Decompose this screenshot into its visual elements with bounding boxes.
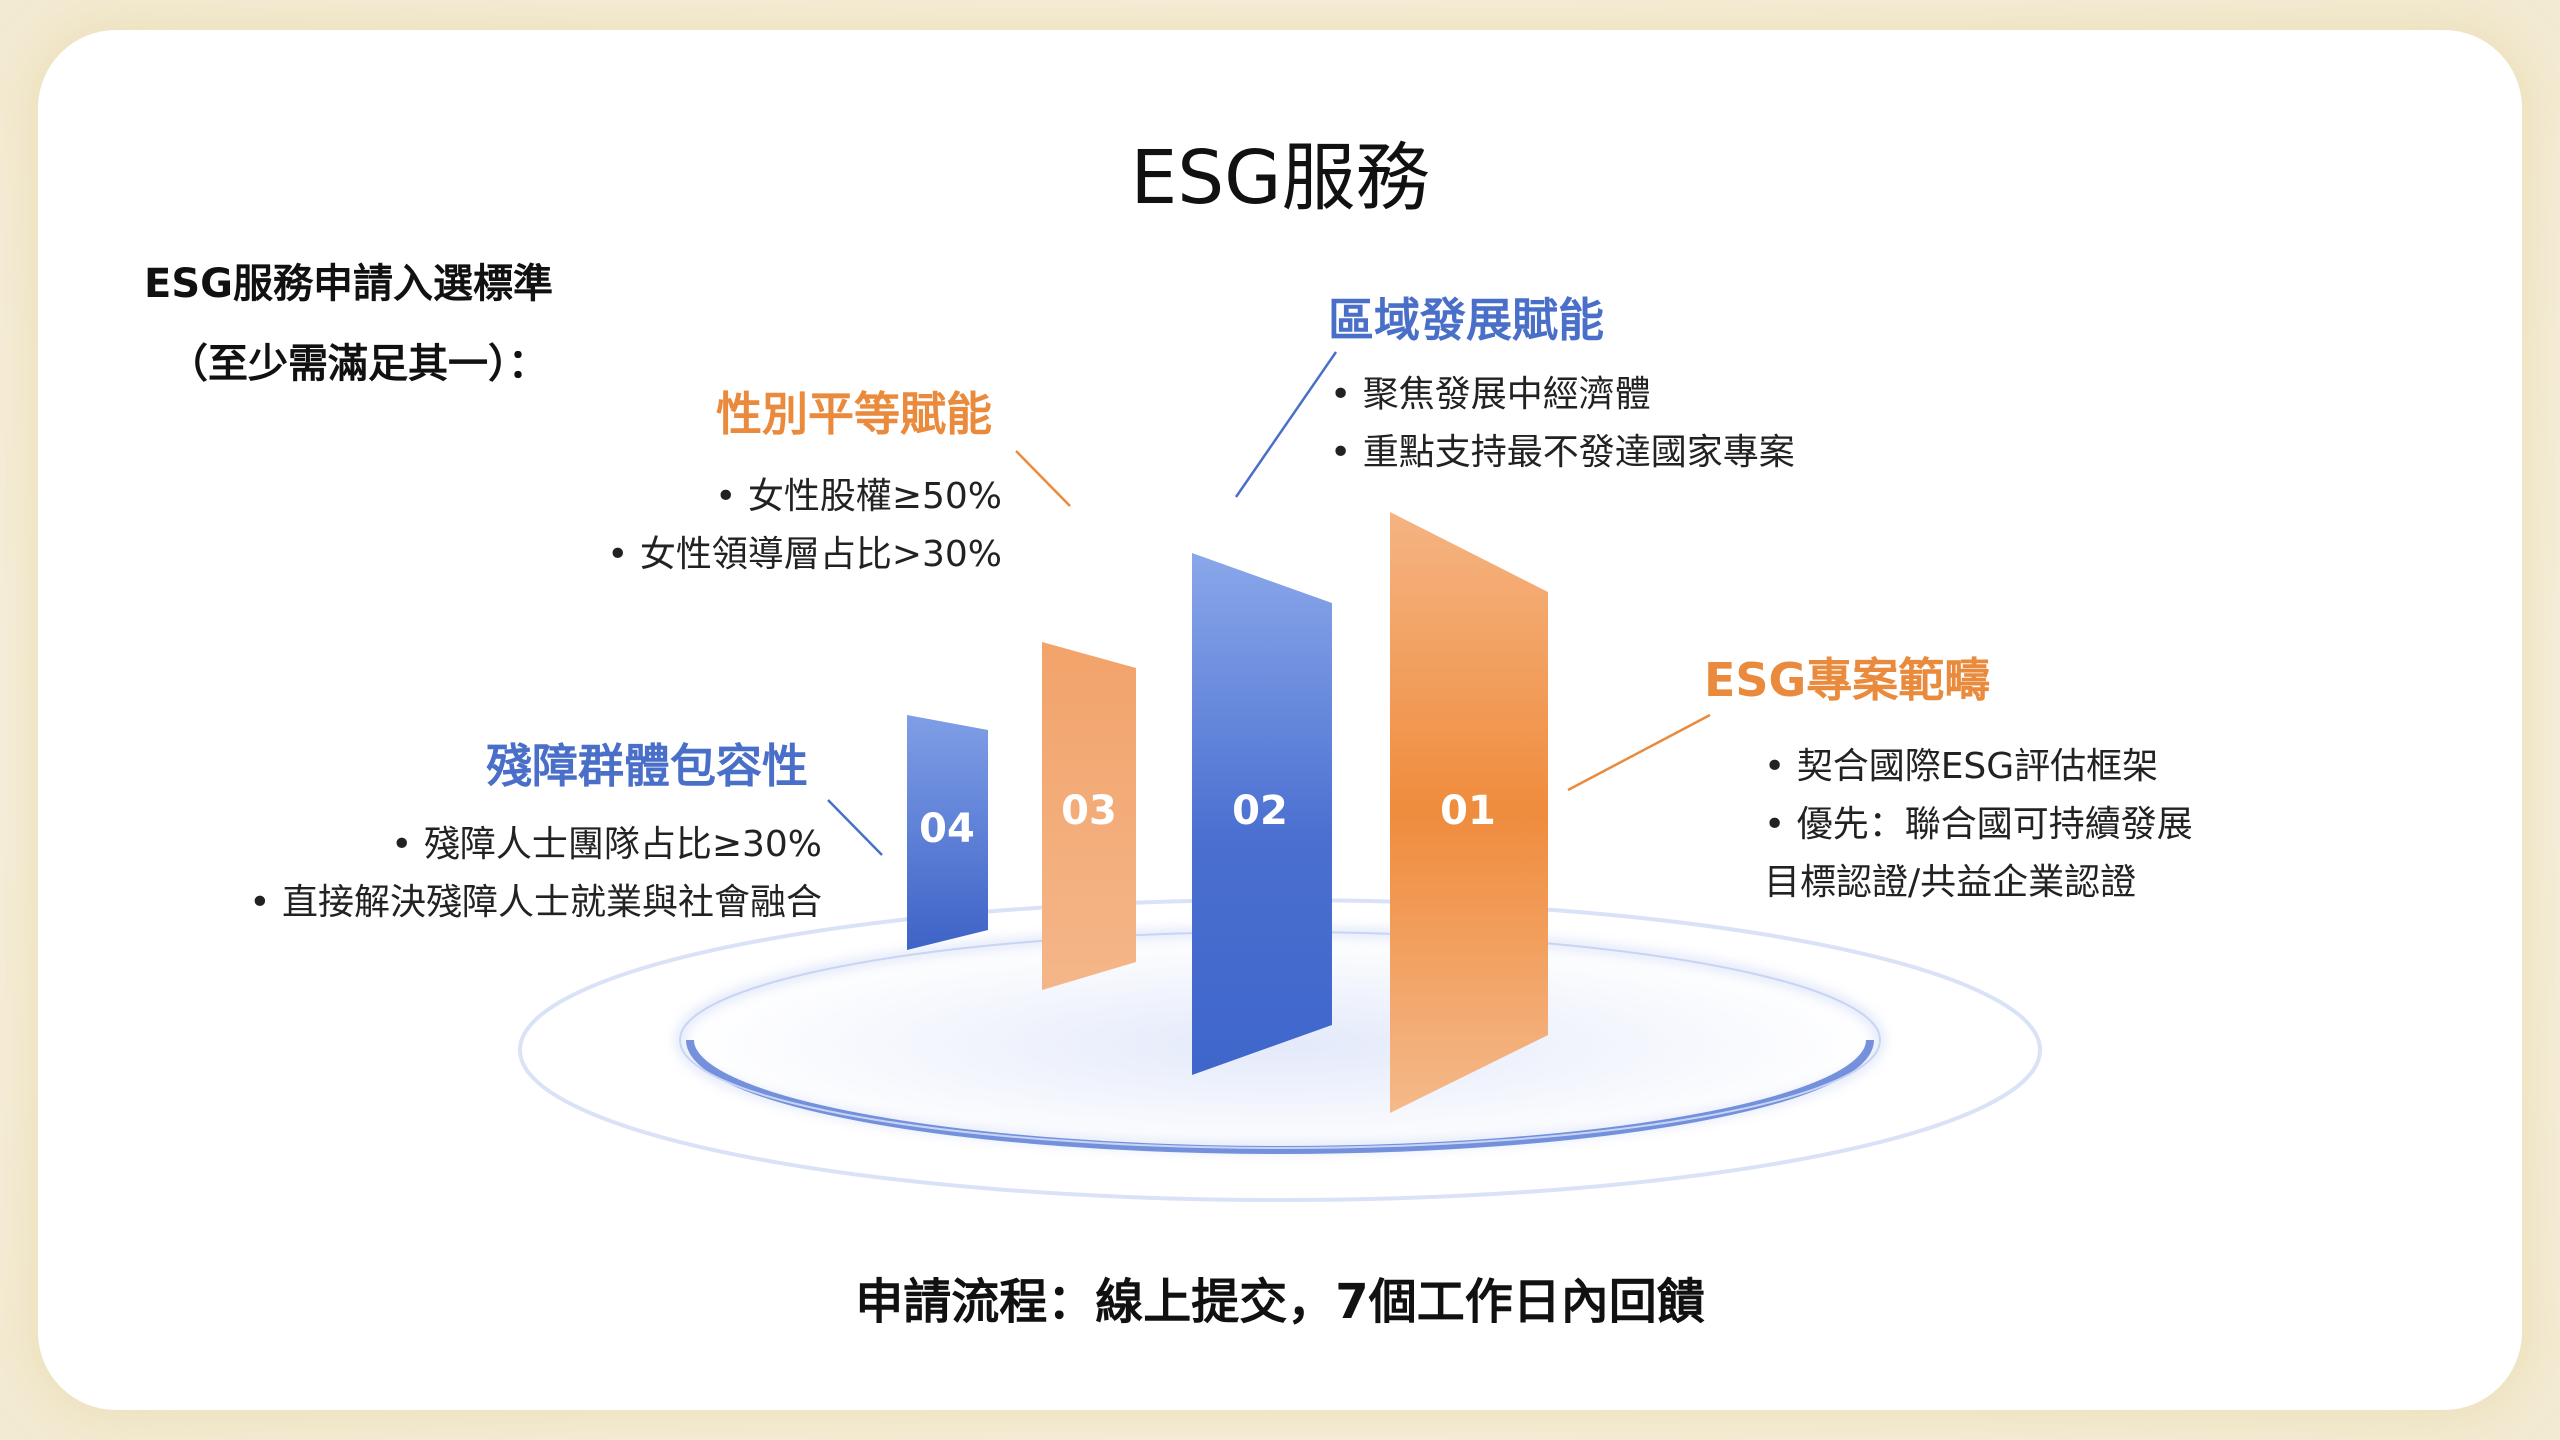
bullet-scope-2: 優先：聯合國可持續發展 xyxy=(1764,796,2193,854)
connector-gender xyxy=(520,449,1071,507)
section-bullets-region: 聚焦發展中經濟體 重點支持最不發達國家專案 xyxy=(1330,366,1795,482)
bar-label-03: 03 xyxy=(1061,788,1117,834)
connector-region xyxy=(1234,350,1830,498)
section-bullets-disability: 殘障人士團隊占比≥30% 直接解決殘障人士就業與社會融合 xyxy=(249,816,822,932)
bullet-disability-1: 殘障人士團隊占比≥30% xyxy=(249,816,822,874)
section-bullets-gender: 女性股權≥50% 女性領導層占比>30% xyxy=(607,468,1002,584)
section-bullets-scope: 契合國際ESG評估框架 優先：聯合國可持續發展 xyxy=(1764,738,2193,854)
section-title-scope: ESG專案範疇 xyxy=(1704,653,1991,707)
bar-03 xyxy=(1042,642,1136,990)
section-title-disability: 殘障群體包容性 xyxy=(486,739,808,793)
section-title-gender: 性別平等賦能 xyxy=(716,387,992,441)
application-process-footer: 申請流程：線上提交，7個工作日內回饋 xyxy=(855,1274,1705,1330)
bar-label-04: 04 xyxy=(919,806,975,852)
bar-01 xyxy=(1390,512,1548,1113)
section-title-region: 區域發展賦能 xyxy=(1328,293,1604,347)
bullet-disability-2: 直接解決殘障人士就業與社會融合 xyxy=(249,874,822,932)
page-title: ESG服務 xyxy=(1130,135,1430,221)
bar-label-01: 01 xyxy=(1440,788,1496,834)
criteria-line-1: ESG服務申請入選標準 xyxy=(144,261,553,307)
platform-rings xyxy=(518,898,2042,1202)
bar-02 xyxy=(1192,553,1332,1075)
bar-04 xyxy=(907,715,988,950)
bullet-scope-continuation: 目標認證/共益企業認證 xyxy=(1764,862,2137,903)
bullet-scope-1: 契合國際ESG評估框架 xyxy=(1764,738,2193,796)
bar-label-02: 02 xyxy=(1232,788,1288,834)
connector-scope xyxy=(1567,713,2180,792)
bullet-gender-1: 女性股權≥50% xyxy=(607,468,1002,526)
bullet-region-2: 重點支持最不發達國家專案 xyxy=(1330,424,1795,482)
selection-criteria: ESG服務申請入選標準 （至少需滿足其一）： xyxy=(144,244,553,404)
bullet-region-1: 聚焦發展中經濟體 xyxy=(1330,366,1795,424)
bullet-gender-2: 女性領導層占比>30% xyxy=(607,526,1002,584)
connector-disability xyxy=(380,798,883,856)
criteria-line-2: （至少需滿足其一）： xyxy=(168,341,548,387)
